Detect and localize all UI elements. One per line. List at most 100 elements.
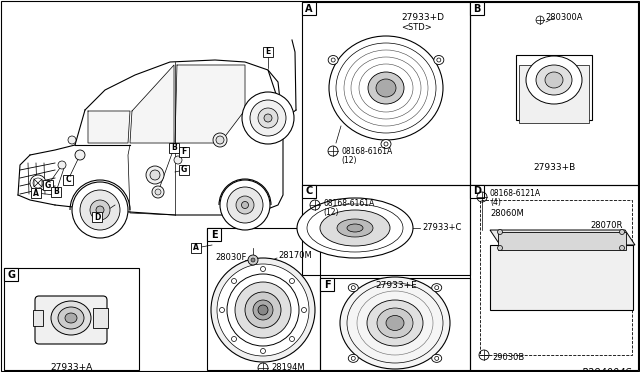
Ellipse shape xyxy=(51,301,91,335)
Text: G: G xyxy=(181,166,187,174)
Polygon shape xyxy=(175,65,245,143)
Text: 29030B: 29030B xyxy=(492,353,524,362)
Ellipse shape xyxy=(368,72,404,104)
Circle shape xyxy=(242,92,294,144)
Text: 27933+A: 27933+A xyxy=(50,363,92,372)
Text: 08168-6121A: 08168-6121A xyxy=(490,189,541,198)
Circle shape xyxy=(236,196,254,214)
Circle shape xyxy=(217,264,309,356)
Bar xyxy=(33,310,43,326)
Bar xyxy=(63,175,73,185)
Text: B: B xyxy=(474,3,481,13)
Ellipse shape xyxy=(381,140,391,148)
Circle shape xyxy=(220,180,270,230)
Bar xyxy=(43,180,53,190)
Circle shape xyxy=(250,100,286,136)
Text: A: A xyxy=(193,244,199,253)
Bar xyxy=(93,308,108,328)
Text: 28060M: 28060M xyxy=(490,208,524,218)
Bar xyxy=(191,243,201,253)
Circle shape xyxy=(248,255,258,265)
Bar xyxy=(302,2,470,185)
Text: (12): (12) xyxy=(341,155,356,164)
Ellipse shape xyxy=(58,307,84,329)
Bar xyxy=(470,2,484,15)
Circle shape xyxy=(80,190,120,230)
Circle shape xyxy=(232,279,237,283)
Text: 08168-6161A: 08168-6161A xyxy=(323,199,374,208)
Circle shape xyxy=(96,206,104,214)
Circle shape xyxy=(251,258,255,262)
Circle shape xyxy=(258,305,268,315)
Circle shape xyxy=(437,58,441,62)
Bar xyxy=(498,232,626,250)
Text: G: G xyxy=(45,180,51,189)
Bar xyxy=(320,278,334,291)
Ellipse shape xyxy=(297,198,413,258)
Ellipse shape xyxy=(348,355,358,362)
Circle shape xyxy=(146,166,164,184)
Circle shape xyxy=(211,258,315,362)
Circle shape xyxy=(384,142,388,146)
Ellipse shape xyxy=(545,72,563,88)
Circle shape xyxy=(68,136,76,144)
Bar xyxy=(4,268,139,370)
Text: A: A xyxy=(305,3,313,13)
Ellipse shape xyxy=(376,79,396,97)
Circle shape xyxy=(253,300,273,320)
FancyBboxPatch shape xyxy=(35,296,107,344)
Text: C: C xyxy=(65,176,71,185)
Bar xyxy=(302,2,316,15)
Text: 08168-6161A: 08168-6161A xyxy=(341,147,392,155)
Polygon shape xyxy=(490,230,635,245)
Ellipse shape xyxy=(347,224,363,232)
Circle shape xyxy=(435,286,438,290)
Circle shape xyxy=(72,182,128,238)
Text: 27933+D: 27933+D xyxy=(401,13,444,22)
Text: 27933+B: 27933+B xyxy=(533,164,575,173)
Ellipse shape xyxy=(367,300,423,346)
Bar xyxy=(207,228,320,370)
Circle shape xyxy=(264,114,272,122)
Bar xyxy=(516,55,592,120)
Bar xyxy=(470,185,638,370)
Ellipse shape xyxy=(386,315,404,330)
Circle shape xyxy=(155,189,161,195)
Circle shape xyxy=(497,230,502,234)
Circle shape xyxy=(620,246,625,250)
Bar xyxy=(302,185,316,198)
Circle shape xyxy=(620,230,625,234)
Polygon shape xyxy=(88,111,130,143)
Text: 28170M: 28170M xyxy=(278,251,312,260)
Ellipse shape xyxy=(328,55,338,64)
Bar xyxy=(302,185,470,275)
Text: C: C xyxy=(305,186,312,196)
Circle shape xyxy=(232,337,237,341)
Ellipse shape xyxy=(377,308,413,338)
Text: (12): (12) xyxy=(323,208,339,217)
Text: R284004S: R284004S xyxy=(582,368,632,372)
Circle shape xyxy=(220,308,225,312)
Circle shape xyxy=(258,108,278,128)
Text: F: F xyxy=(324,279,330,289)
Ellipse shape xyxy=(320,210,390,246)
Bar xyxy=(263,47,273,57)
Bar xyxy=(51,187,61,197)
Text: 27933+E: 27933+E xyxy=(375,280,417,289)
Ellipse shape xyxy=(337,219,373,237)
Text: 280300A: 280300A xyxy=(545,13,582,22)
Text: (4): (4) xyxy=(490,199,501,208)
Circle shape xyxy=(260,349,266,353)
Text: 28194M: 28194M xyxy=(271,363,305,372)
Bar xyxy=(490,245,633,310)
Bar xyxy=(320,278,470,370)
Text: F: F xyxy=(181,148,187,157)
Ellipse shape xyxy=(536,65,572,95)
Circle shape xyxy=(227,187,263,223)
Circle shape xyxy=(150,170,160,180)
Circle shape xyxy=(301,308,307,312)
Text: 28030F: 28030F xyxy=(215,253,246,263)
Text: A: A xyxy=(33,189,39,198)
Text: E: E xyxy=(266,48,271,57)
Circle shape xyxy=(435,356,438,360)
